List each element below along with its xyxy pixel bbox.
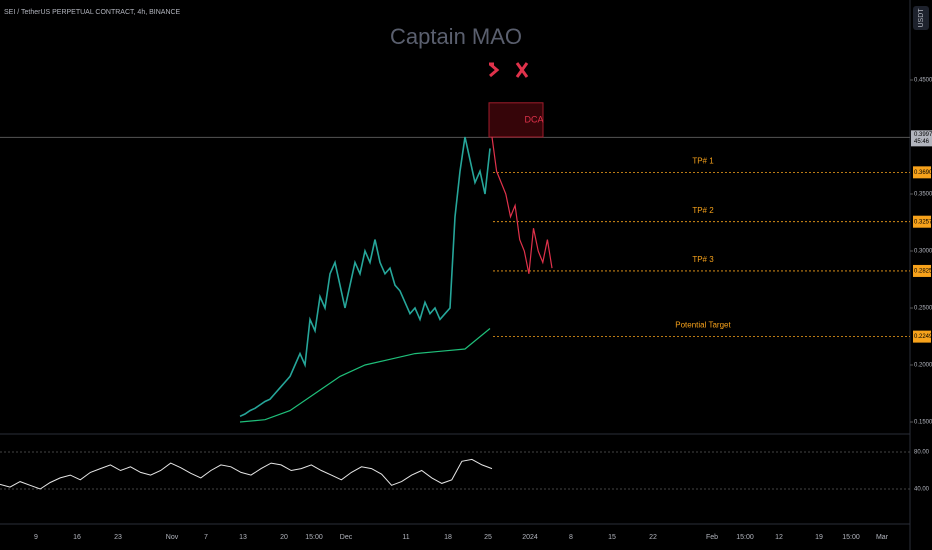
level-tag: [913, 166, 931, 179]
y-tick-label: 0.4500: [914, 78, 932, 84]
y-tick-label: 0.3500: [914, 192, 932, 198]
x-tick-label: 15:00: [305, 534, 323, 541]
x-tick-label: 9: [34, 534, 38, 541]
cross-icon: [515, 62, 529, 78]
x-tick-label: Dec: [340, 534, 353, 541]
level-tag: [913, 330, 931, 343]
x-tick-label: 15: [608, 534, 616, 541]
x-tick-label: 2024: [522, 534, 538, 541]
x-tick-label: Nov: [166, 534, 179, 541]
x-tick-label: 25: [484, 534, 492, 541]
price-line: [239, 136, 491, 418]
level-label: TP# 3: [692, 255, 714, 264]
level-value-label: 0.2825: [914, 269, 932, 275]
x-tick-label: 16: [73, 534, 81, 541]
level-tag: [913, 215, 931, 228]
x-tick-label: 8: [569, 534, 573, 541]
level-value-label: 0.3257: [914, 219, 932, 225]
current-price-tag: [911, 130, 932, 147]
y-tick-label: 0.1500: [914, 420, 932, 426]
y-tick-label: 0.2500: [914, 306, 932, 312]
price-line: [491, 136, 553, 274]
dca-label: DCA: [524, 114, 543, 124]
watermark: Captain MAO: [390, 24, 522, 49]
x-tick-label: Feb: [706, 534, 718, 541]
y-tick-label: 0.3000: [914, 249, 932, 255]
x-tick-label: 19: [815, 534, 823, 541]
currency-label[interactable]: USDT: [918, 8, 925, 28]
chart-title: SEI / TetherUS PERPETUAL CONTRACT, 4h, B…: [4, 9, 181, 16]
level-value-label: 0.2249: [914, 334, 932, 340]
rsi-line: [0, 458, 493, 490]
price-line: [239, 328, 491, 423]
rsi-tick-label: 80.00: [914, 450, 930, 456]
x-tick-label: 15:00: [736, 534, 754, 541]
arrow-icon: [489, 62, 500, 78]
rsi-tick-label: 40.00: [914, 487, 930, 493]
x-tick-label: 7: [204, 534, 208, 541]
dca-zone: [488, 102, 544, 138]
x-tick-label: 12: [775, 534, 783, 541]
x-tick-label: 23: [114, 534, 122, 541]
x-tick-label: Mar: [876, 534, 889, 541]
x-tick-label: 22: [649, 534, 657, 541]
level-label: TP# 2: [692, 206, 714, 215]
x-tick-label: 20: [280, 534, 288, 541]
level-label: Potential Target: [675, 321, 731, 330]
countdown-label: 45:46: [914, 139, 930, 145]
level-value-label: 0.3690: [914, 170, 932, 176]
x-tick-label: 18: [444, 534, 452, 541]
y-tick-label: 0.2000: [914, 363, 932, 369]
x-tick-label: 11: [402, 534, 409, 541]
x-tick-label: 15:00: [842, 534, 860, 541]
current-price-label: 0.3997: [914, 132, 932, 138]
currency-button[interactable]: [913, 6, 929, 30]
level-label: TP# 1: [692, 156, 714, 165]
level-tag: [913, 264, 931, 277]
x-tick-label: 13: [239, 534, 247, 541]
